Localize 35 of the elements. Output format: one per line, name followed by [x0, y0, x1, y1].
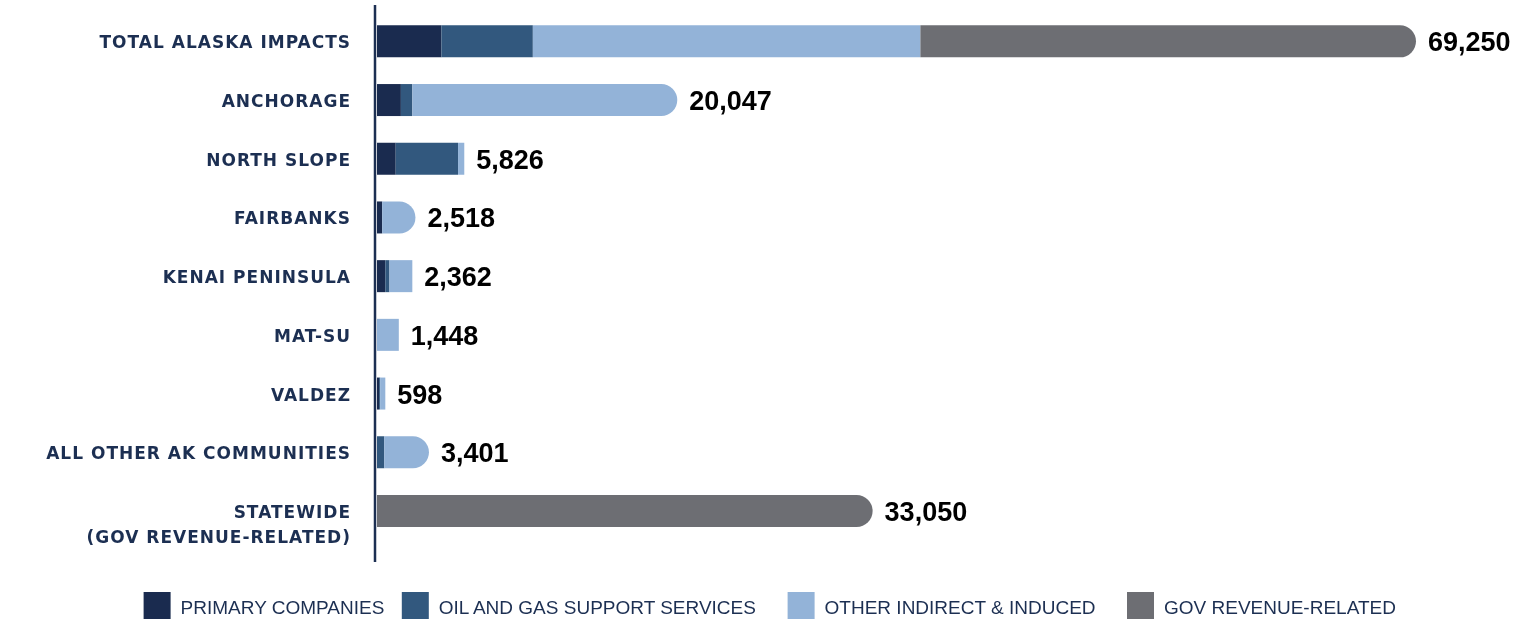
bar — [385, 260, 390, 293]
y-tick-label: VALDEZ — [270, 384, 351, 405]
y-tick-label: ANCHORAGE — [221, 91, 351, 112]
legend-label: GOV REVENUE-RELATED — [1164, 597, 1396, 618]
annotation: 1,448 — [410, 320, 479, 351]
y-tick-label: STATEWIDE (GOV REVENUE-RELATED) — [86, 501, 351, 547]
bar — [920, 25, 1416, 58]
bar — [377, 436, 385, 469]
bar — [380, 377, 386, 410]
annotation: 2,362 — [424, 262, 492, 293]
annotation: 5,826 — [476, 144, 544, 175]
bar — [441, 25, 533, 58]
bar — [400, 84, 413, 117]
y-tick-label: TOTAL ALASKA IMPACTS — [99, 32, 351, 53]
bar — [412, 84, 678, 117]
y-tick-label: FAIRBANKS — [234, 208, 351, 229]
annotation: 598 — [397, 379, 443, 410]
bar — [389, 260, 413, 293]
annotation: 3,401 — [440, 438, 509, 469]
legend-label: OTHER INDIRECT & INDUCED — [824, 597, 1096, 618]
y-tick-label: NORTH SLOPE — [206, 149, 351, 170]
bar — [377, 318, 399, 351]
y-tick-label: KENAI PENINSULA — [162, 267, 351, 288]
bar — [395, 142, 459, 175]
annotation: 20,047 — [689, 86, 772, 117]
legend-label: OIL AND GAS SUPPORT SERVICES — [438, 597, 756, 618]
annotation: 69,250 — [1428, 27, 1511, 58]
annotation: 2,518 — [427, 203, 496, 234]
annotation: 33,050 — [884, 496, 968, 527]
bar — [377, 494, 873, 527]
legend-label: PRIMARY COMPANIES — [180, 597, 385, 618]
y-tick-label: ALL OTHER AK COMMUNITIES — [46, 443, 351, 464]
y-tick-label: MAT-SU — [274, 325, 351, 346]
bar — [532, 25, 921, 58]
bar — [458, 142, 465, 175]
